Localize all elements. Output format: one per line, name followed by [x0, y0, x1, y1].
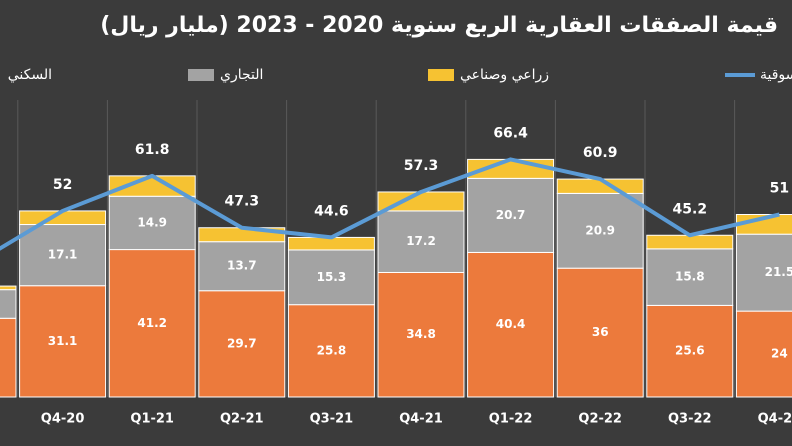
data-label: 25.6 [675, 344, 705, 358]
legend-label: السكني [8, 67, 52, 83]
data-label: 13.7 [227, 259, 257, 273]
data-label: 14.9 [137, 215, 167, 229]
bar-segment [0, 285, 17, 291]
data-label: 15.3 [317, 270, 347, 284]
bar-segment [467, 251, 555, 398]
x-tick-label: Q2-22 [578, 412, 622, 427]
bar-segment [556, 192, 644, 269]
bar-segment [108, 195, 196, 251]
data-label: 36 [592, 325, 609, 339]
data-label: 20.7 [496, 208, 526, 222]
data-label: 40.4 [496, 317, 526, 331]
x-tick-label: Q4-20 [41, 412, 85, 427]
x-tick-label: Q2-21 [220, 412, 264, 427]
bar-segment [19, 224, 107, 287]
bar-segment [108, 249, 196, 398]
bar-segment [467, 177, 555, 253]
legend-swatch [188, 69, 214, 81]
total-label: 52 [53, 177, 72, 193]
bar-segment [735, 310, 792, 398]
data-label: 21.5 [765, 265, 792, 279]
x-tick-label: Q3-22 [668, 412, 712, 427]
bar-segment [377, 271, 465, 398]
total-label: 47.3 [225, 194, 260, 210]
bar-segment [287, 304, 375, 398]
total-label: 51 [770, 181, 789, 197]
total-label: 57.3 [404, 158, 439, 174]
data-label: 31.1 [48, 334, 78, 348]
total-label: 60.9 [583, 145, 618, 161]
data-label: 41.2 [137, 316, 167, 330]
data-label: 17.1 [48, 248, 78, 262]
total-label: 61.8 [135, 142, 170, 158]
legend-swatch [428, 69, 454, 81]
chart-title: قيمة الصفقات العقارية الربع سنوية 2020 -… [100, 13, 778, 38]
data-label: 25.8 [317, 343, 347, 357]
x-tick-label: Q4-22 [758, 412, 792, 427]
legend-label: القيمة السوقية [760, 67, 792, 83]
bar-segment [0, 317, 17, 398]
data-label: 29.7 [227, 336, 257, 350]
data-label: 20.9 [585, 223, 615, 237]
total-label: 45.2 [673, 201, 708, 217]
x-tick-label: Q4-21 [399, 412, 443, 427]
total-label: 66.4 [493, 125, 528, 141]
x-tick-label: Q1-22 [489, 412, 533, 427]
legend-label: زراعي وصناعي [460, 67, 549, 83]
bar-segment [19, 285, 107, 398]
bar-segment [556, 267, 644, 398]
bar-segment [646, 304, 734, 398]
bar-segment [377, 210, 465, 273]
data-label: 15.8 [675, 270, 705, 284]
bar-segment [198, 241, 286, 292]
total-line [0, 157, 780, 251]
data-label: 34.8 [406, 327, 436, 341]
data-label: 24 [771, 347, 788, 361]
legend-label: التجاري [220, 67, 263, 83]
bar-segment [198, 290, 286, 398]
total-label: 44.6 [314, 203, 349, 219]
data-label: 17.2 [406, 234, 436, 248]
x-tick-label: Q1-21 [130, 412, 174, 427]
x-tick-label: Q3-21 [310, 412, 354, 427]
bar-segment [0, 289, 17, 319]
bar-segment [646, 234, 734, 250]
